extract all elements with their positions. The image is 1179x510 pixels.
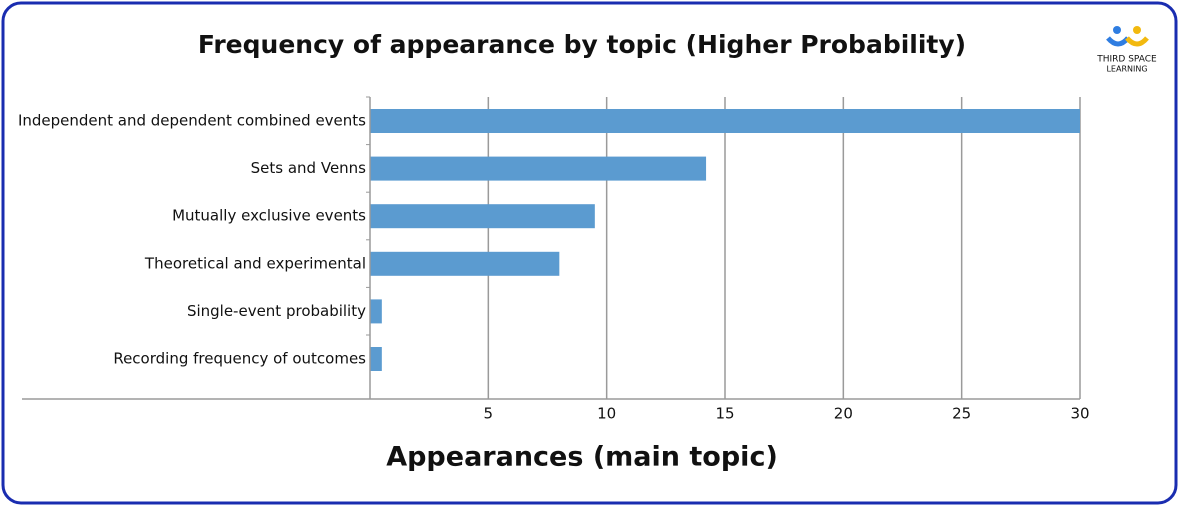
y-tick-label: Sets and Venns: [251, 159, 367, 177]
bar: [370, 109, 1080, 133]
y-tick-label: Independent and dependent combined event…: [18, 112, 366, 130]
chart-title: Frequency of appearance by topic (Higher…: [198, 30, 966, 59]
bar: [370, 204, 595, 229]
logo-text: LEARNING: [1106, 65, 1147, 74]
logo: THIRD SPACE LEARNING: [1096, 26, 1157, 74]
bar: [370, 299, 382, 324]
y-tick-label: Single-event probability: [187, 302, 366, 320]
bar: [370, 156, 707, 181]
y-tick-label: Mutually exclusive events: [172, 207, 366, 225]
logo-dot: [1133, 26, 1141, 34]
logo-text: THIRD SPACE: [1096, 55, 1157, 65]
x-tick-label: 20: [834, 405, 853, 423]
bar: [370, 347, 382, 371]
bar: [370, 251, 560, 276]
x-axis-title: Appearances (main topic): [386, 442, 778, 473]
logo-arc: [1125, 36, 1149, 47]
logo-dot: [1113, 26, 1121, 34]
x-tick-label: 30: [1070, 405, 1089, 423]
x-tick-label: 15: [715, 405, 734, 423]
x-tick-label: 10: [597, 405, 616, 423]
x-tick-label: 5: [484, 405, 494, 423]
y-tick-label: Theoretical and experimental: [144, 254, 366, 272]
x-tick-label: 25: [952, 405, 971, 423]
y-tick-label: Recording frequency of outcomes: [113, 350, 366, 368]
